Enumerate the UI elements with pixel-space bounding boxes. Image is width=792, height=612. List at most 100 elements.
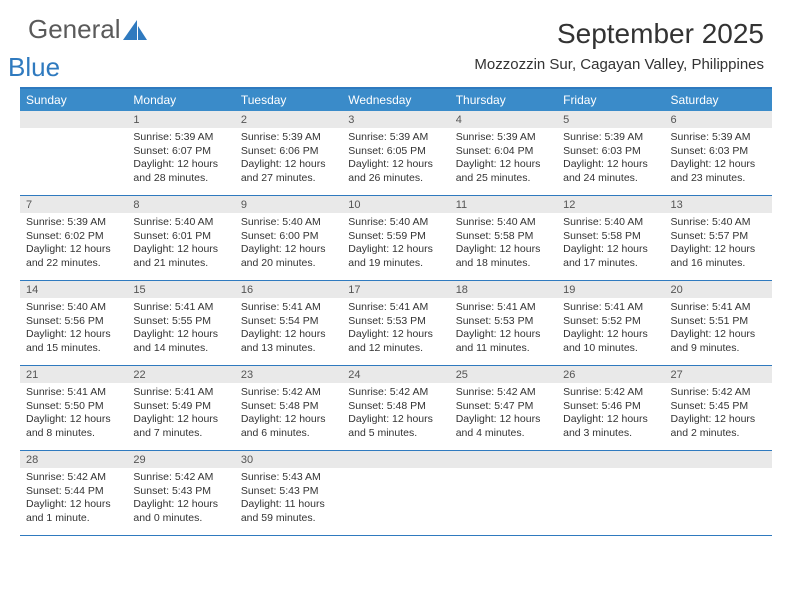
daylight-text: Daylight: 12 hours and 28 minutes. (133, 158, 228, 185)
day-number: 5 (557, 111, 664, 128)
day-cell: 5Sunrise: 5:39 AMSunset: 6:03 PMDaylight… (557, 111, 664, 195)
sunset-text: Sunset: 5:58 PM (456, 230, 551, 244)
day-body: Sunrise: 5:43 AMSunset: 5:43 PMDaylight:… (235, 468, 342, 532)
day-body: Sunrise: 5:41 AMSunset: 5:50 PMDaylight:… (20, 383, 127, 447)
daylight-text: Daylight: 12 hours and 8 minutes. (26, 413, 121, 440)
day-body: Sunrise: 5:40 AMSunset: 6:01 PMDaylight:… (127, 213, 234, 277)
daylight-text: Daylight: 12 hours and 6 minutes. (241, 413, 336, 440)
day-cell: 30Sunrise: 5:43 AMSunset: 5:43 PMDayligh… (235, 451, 342, 535)
daylight-text: Daylight: 12 hours and 9 minutes. (671, 328, 766, 355)
day-cell: 27Sunrise: 5:42 AMSunset: 5:45 PMDayligh… (665, 366, 772, 450)
calendar: Sunday Monday Tuesday Wednesday Thursday… (20, 87, 772, 536)
day-number: 15 (127, 281, 234, 298)
sunrise-text: Sunrise: 5:39 AM (456, 131, 551, 145)
title-block: September 2025 Mozzozzin Sur, Cagayan Va… (474, 18, 764, 73)
sunset-text: Sunset: 5:56 PM (26, 315, 121, 329)
sunrise-text: Sunrise: 5:41 AM (26, 386, 121, 400)
daylight-text: Daylight: 12 hours and 2 minutes. (671, 413, 766, 440)
day-body: Sunrise: 5:40 AMSunset: 5:56 PMDaylight:… (20, 298, 127, 362)
sunset-text: Sunset: 5:58 PM (563, 230, 658, 244)
day-body: Sunrise: 5:40 AMSunset: 5:58 PMDaylight:… (557, 213, 664, 277)
sunset-text: Sunset: 5:57 PM (671, 230, 766, 244)
day-number: 22 (127, 366, 234, 383)
day-number: 30 (235, 451, 342, 468)
day-body: Sunrise: 5:41 AMSunset: 5:53 PMDaylight:… (342, 298, 449, 362)
daylight-text: Daylight: 12 hours and 14 minutes. (133, 328, 228, 355)
day-number: 23 (235, 366, 342, 383)
sunset-text: Sunset: 5:51 PM (671, 315, 766, 329)
day-body: Sunrise: 5:42 AMSunset: 5:48 PMDaylight:… (235, 383, 342, 447)
sunrise-text: Sunrise: 5:42 AM (26, 471, 121, 485)
day-body: Sunrise: 5:39 AMSunset: 6:03 PMDaylight:… (557, 128, 664, 192)
daylight-text: Daylight: 12 hours and 22 minutes. (26, 243, 121, 270)
sunrise-text: Sunrise: 5:41 AM (456, 301, 551, 315)
sunrise-text: Sunrise: 5:40 AM (456, 216, 551, 230)
sunrise-text: Sunrise: 5:41 AM (348, 301, 443, 315)
week-row: 7Sunrise: 5:39 AMSunset: 6:02 PMDaylight… (20, 196, 772, 281)
sunrise-text: Sunrise: 5:43 AM (241, 471, 336, 485)
sunrise-text: Sunrise: 5:40 AM (241, 216, 336, 230)
daylight-text: Daylight: 12 hours and 24 minutes. (563, 158, 658, 185)
daylight-text: Daylight: 12 hours and 27 minutes. (241, 158, 336, 185)
logo-sail-icon (123, 20, 147, 42)
day-body (20, 128, 127, 137)
day-number: 7 (20, 196, 127, 213)
sunrise-text: Sunrise: 5:42 AM (671, 386, 766, 400)
day-number: 26 (557, 366, 664, 383)
sunset-text: Sunset: 6:05 PM (348, 145, 443, 159)
daylight-text: Daylight: 12 hours and 20 minutes. (241, 243, 336, 270)
sunset-text: Sunset: 5:48 PM (348, 400, 443, 414)
daylight-text: Daylight: 11 hours and 59 minutes. (241, 498, 336, 525)
day-cell: 21Sunrise: 5:41 AMSunset: 5:50 PMDayligh… (20, 366, 127, 450)
day-number: 20 (665, 281, 772, 298)
day-body: Sunrise: 5:39 AMSunset: 6:03 PMDaylight:… (665, 128, 772, 192)
day-number: 9 (235, 196, 342, 213)
day-cell: 15Sunrise: 5:41 AMSunset: 5:55 PMDayligh… (127, 281, 234, 365)
daylight-text: Daylight: 12 hours and 12 minutes. (348, 328, 443, 355)
sunrise-text: Sunrise: 5:42 AM (348, 386, 443, 400)
day-number: 27 (665, 366, 772, 383)
day-body: Sunrise: 5:41 AMSunset: 5:51 PMDaylight:… (665, 298, 772, 362)
day-cell (20, 111, 127, 195)
day-cell: 20Sunrise: 5:41 AMSunset: 5:51 PMDayligh… (665, 281, 772, 365)
day-body: Sunrise: 5:42 AMSunset: 5:46 PMDaylight:… (557, 383, 664, 447)
sunset-text: Sunset: 5:59 PM (348, 230, 443, 244)
sunrise-text: Sunrise: 5:42 AM (241, 386, 336, 400)
daylight-text: Daylight: 12 hours and 0 minutes. (133, 498, 228, 525)
dow-friday: Friday (557, 89, 664, 111)
day-number: 2 (235, 111, 342, 128)
sunset-text: Sunset: 6:01 PM (133, 230, 228, 244)
day-number (665, 451, 772, 468)
day-number: 24 (342, 366, 449, 383)
daylight-text: Daylight: 12 hours and 10 minutes. (563, 328, 658, 355)
brand-blue: Blue (8, 52, 60, 82)
day-body: Sunrise: 5:41 AMSunset: 5:53 PMDaylight:… (450, 298, 557, 362)
daylight-text: Daylight: 12 hours and 19 minutes. (348, 243, 443, 270)
day-number: 25 (450, 366, 557, 383)
sunset-text: Sunset: 5:54 PM (241, 315, 336, 329)
day-cell (450, 451, 557, 535)
days-of-week-row: Sunday Monday Tuesday Wednesday Thursday… (20, 89, 772, 111)
sunset-text: Sunset: 6:06 PM (241, 145, 336, 159)
month-title: September 2025 (474, 18, 764, 50)
day-body: Sunrise: 5:40 AMSunset: 5:57 PMDaylight:… (665, 213, 772, 277)
day-body: Sunrise: 5:41 AMSunset: 5:54 PMDaylight:… (235, 298, 342, 362)
day-cell: 6Sunrise: 5:39 AMSunset: 6:03 PMDaylight… (665, 111, 772, 195)
sunrise-text: Sunrise: 5:40 AM (348, 216, 443, 230)
day-number: 4 (450, 111, 557, 128)
daylight-text: Daylight: 12 hours and 13 minutes. (241, 328, 336, 355)
day-cell: 26Sunrise: 5:42 AMSunset: 5:46 PMDayligh… (557, 366, 664, 450)
daylight-text: Daylight: 12 hours and 4 minutes. (456, 413, 551, 440)
daylight-text: Daylight: 12 hours and 15 minutes. (26, 328, 121, 355)
day-cell: 10Sunrise: 5:40 AMSunset: 5:59 PMDayligh… (342, 196, 449, 280)
sunrise-text: Sunrise: 5:39 AM (133, 131, 228, 145)
week-row: 14Sunrise: 5:40 AMSunset: 5:56 PMDayligh… (20, 281, 772, 366)
day-cell: 1Sunrise: 5:39 AMSunset: 6:07 PMDaylight… (127, 111, 234, 195)
day-cell (557, 451, 664, 535)
day-cell (342, 451, 449, 535)
day-number (20, 111, 127, 128)
daylight-text: Daylight: 12 hours and 16 minutes. (671, 243, 766, 270)
day-number: 11 (450, 196, 557, 213)
week-row: 21Sunrise: 5:41 AMSunset: 5:50 PMDayligh… (20, 366, 772, 451)
day-cell: 2Sunrise: 5:39 AMSunset: 6:06 PMDaylight… (235, 111, 342, 195)
